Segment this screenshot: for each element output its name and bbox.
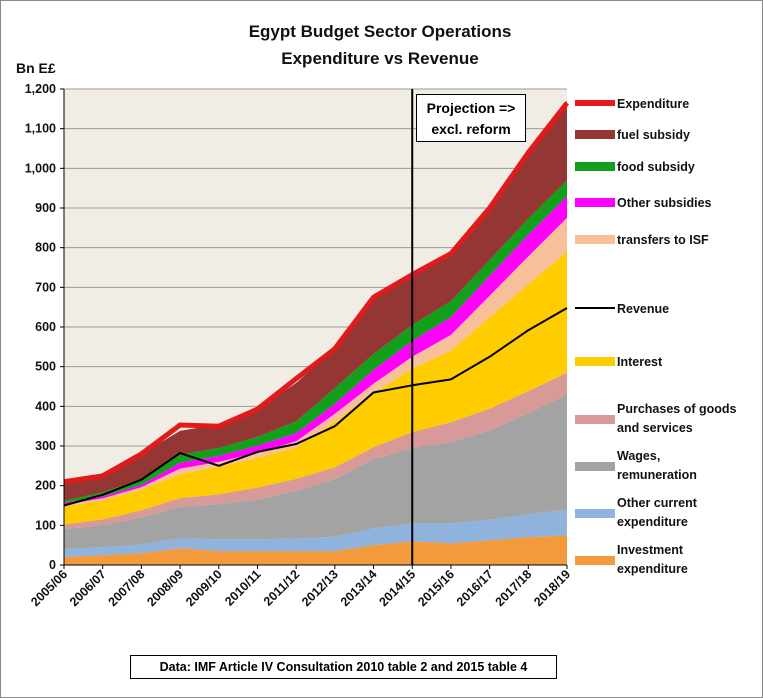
legend-label-revenue: Revenue <box>617 302 670 316</box>
source-note: Data: IMF Article IV Consultation 2010 t… <box>130 655 557 679</box>
legend-swatch-interest <box>575 357 615 366</box>
y-tick-label: 200 <box>35 479 56 493</box>
x-tick-label: 2017/18 <box>493 567 535 609</box>
line-expenditure <box>63 101 569 485</box>
x-tick-label: 2006/07 <box>67 567 109 609</box>
legend-swatch-wages-remuneration <box>575 462 615 471</box>
legend-swatch-transfers-to-isf <box>575 235 615 244</box>
x-tick-label: 2012/13 <box>299 567 341 609</box>
area-interest <box>64 251 567 525</box>
legend-label-transfers-to-isf: transfers to ISF <box>617 233 709 247</box>
y-tick-label: 600 <box>35 320 56 334</box>
x-tick-label: 2016/17 <box>454 567 496 609</box>
legend-label-line: and services <box>617 421 693 435</box>
legend-label-purchases-of-goods-and-services: Purchases of goods and services <box>617 400 736 438</box>
legend-label-interest: Interest <box>617 355 663 369</box>
area-other-current-expenditure <box>64 509 567 558</box>
x-tick-label: 2015/16 <box>415 567 457 609</box>
y-tick-label: 1,100 <box>25 122 56 136</box>
y-tick-label: 100 <box>35 518 56 532</box>
y-tick-label: 300 <box>35 439 56 453</box>
y-tick-label: 1,200 <box>25 82 56 96</box>
legend-swatch-fuel-subsidy <box>575 130 615 139</box>
legend-label-line: expenditure <box>617 515 688 529</box>
chart-subtitle: Expenditure vs Revenue <box>281 49 479 68</box>
y-tick-label: 800 <box>35 241 56 255</box>
projection-label-line1: Projection => <box>426 100 516 116</box>
legend-swatch-other-current-expenditure <box>575 509 615 518</box>
legend-label-other-current-expenditure: Other current expenditure <box>617 494 697 532</box>
x-tick-label: 2011/12 <box>261 567 302 608</box>
area-investment-expenditure <box>64 535 567 565</box>
legend-label-investment-expenditure: Investment expenditure <box>617 541 688 579</box>
chart-title: Egypt Budget Sector Operations <box>248 22 512 41</box>
x-tick-label: 2010/11 <box>222 567 263 608</box>
legend-label-food-subsidy: food subsidy <box>617 160 695 174</box>
x-tick-label: 2018/19 <box>531 567 573 609</box>
legend-label-line: Investment <box>617 543 683 557</box>
x-tick-label: 2008/09 <box>144 567 186 609</box>
legend-swatch-expenditure <box>575 100 615 106</box>
legend-swatch-purchases-of-goods-and-services <box>575 415 615 424</box>
y-tick-label: 400 <box>35 399 56 413</box>
legend-label-line: Other current <box>617 496 697 510</box>
legend-label-wages-remuneration: Wages, remuneration <box>617 447 697 485</box>
x-tick-label: 2007/08 <box>106 567 148 609</box>
legend-label-expenditure: Expenditure <box>617 97 690 111</box>
line-revenue <box>63 307 568 507</box>
legend-swatch-other-subsidies <box>575 198 615 207</box>
legend-swatch-investment-expenditure <box>575 556 615 565</box>
projection-label-line2: excl. reform <box>431 121 511 137</box>
legend-label-line: Wages, <box>617 449 661 463</box>
legend-swatch-food-subsidy <box>575 162 615 171</box>
legend-label-line: Purchases of goods <box>617 402 737 416</box>
legend-label-line: expenditure <box>617 562 688 576</box>
y-tick-label: 900 <box>35 201 56 215</box>
legend-label-line: remuneration <box>617 468 697 482</box>
y-tick-label: 500 <box>35 360 56 374</box>
x-tick-label: 2014/15 <box>377 567 419 609</box>
x-tick-label: 2005/06 <box>28 567 70 609</box>
legend-label-other-subsidies: Other subsidies <box>617 196 712 210</box>
projection-annotation: Projection => excl. reform <box>416 94 526 142</box>
legend-label-fuel-subsidy: fuel subsidy <box>617 128 690 142</box>
y-tick-label: 700 <box>35 280 56 294</box>
x-tick-label: 2013/14 <box>338 567 380 609</box>
y-tick-label: 1,000 <box>25 161 56 175</box>
y-axis-unit-label: Bn E£ <box>16 60 56 76</box>
area-wages-remuneration <box>64 394 567 550</box>
x-tick-label: 2009/10 <box>183 567 225 609</box>
y-tick-label: 0 <box>49 558 56 572</box>
legend-swatch-revenue <box>575 307 615 309</box>
